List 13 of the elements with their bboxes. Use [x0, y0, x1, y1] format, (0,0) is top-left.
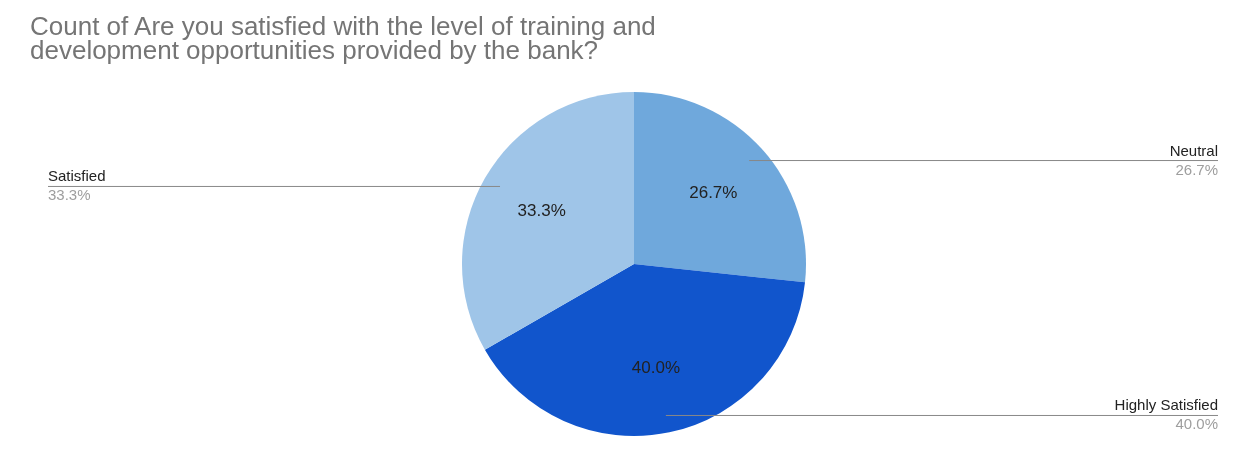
text: 33.3% — [48, 186, 91, 204]
slice-label: Satisfied — [48, 167, 106, 185]
pie-slice — [634, 92, 806, 283]
data-label: 26.7% — [689, 182, 738, 202]
data-label: 40.0% — [631, 358, 681, 378]
pie-slice — [462, 92, 634, 350]
slice-label: Neutral — [1169, 141, 1218, 159]
slice-label: Highly Satisfied — [1114, 396, 1218, 414]
chart-title: Count of Are you satisfied with the level of training and development opportunities provided by the bank? — [30, 11, 656, 65]
text: 26.7% — [1175, 160, 1218, 178]
pie-slice — [484, 264, 806, 436]
text: 40.0% — [1175, 415, 1218, 433]
data-label: 33.3% — [517, 200, 566, 220]
